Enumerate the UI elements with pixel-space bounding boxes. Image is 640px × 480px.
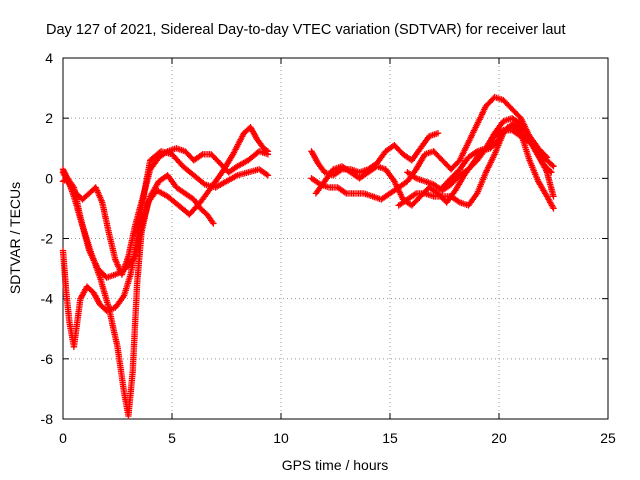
x-tick-label: 0: [59, 430, 67, 446]
y-tick-label: -2: [41, 231, 54, 247]
data-series-8: [395, 121, 557, 212]
y-tick-label: -6: [41, 351, 54, 367]
y-tick-label: 0: [45, 170, 53, 186]
axis-ticks: 0 5 10 15 20 25 -8 -6 -4 -2 0 2 4: [41, 50, 616, 446]
chart-title: Day 127 of 2021, Sidereal Day-to-day VTE…: [46, 22, 566, 38]
x-tick-label: 20: [491, 430, 507, 446]
y-tick-label: 2: [45, 110, 53, 126]
x-tick-label: 5: [168, 430, 176, 446]
series-markers: [439, 115, 557, 200]
y-tick-label: -8: [41, 411, 54, 427]
series-markers: [59, 145, 272, 278]
series-markers: [395, 121, 557, 212]
x-tick-label: 25: [600, 430, 616, 446]
data-series-4: [59, 145, 272, 278]
x-tick-label: 10: [273, 430, 289, 446]
y-tick-label: -4: [41, 291, 54, 307]
grid-lines: [63, 58, 608, 419]
data-series: [59, 93, 557, 420]
y-axis-title: SDTVAR / TECUs: [7, 182, 23, 294]
data-series-10: [439, 115, 557, 200]
y-tick-label: 4: [45, 50, 53, 66]
x-tick-label: 15: [382, 430, 398, 446]
x-axis-title: GPS time / hours: [282, 457, 389, 473]
